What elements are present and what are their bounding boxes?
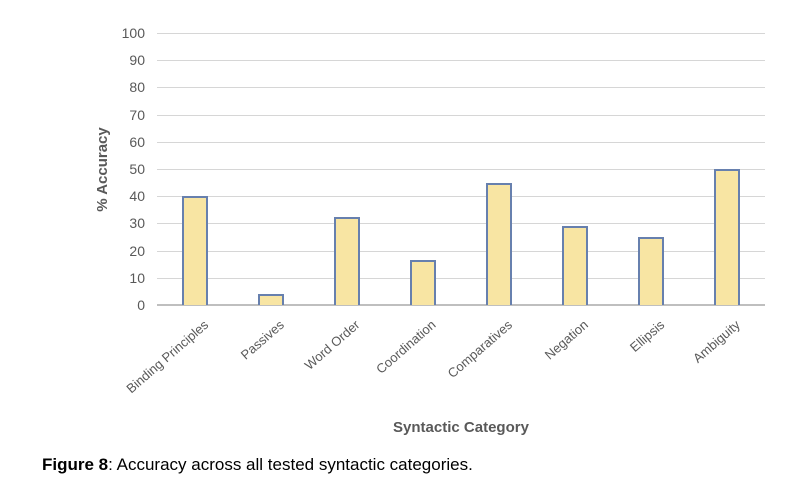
figure-caption: Figure 8: Accuracy across all tested syn… [42,454,473,475]
gridline-80 [157,87,765,89]
x-category-label-ellipsis: Ellipsis [626,317,667,355]
y-tick-label-0: 0 [137,297,145,313]
gridline-10 [157,277,765,279]
y-tick-label-30: 30 [129,215,145,232]
y-tick-label-60: 60 [129,133,145,150]
y-tick-label-80: 80 [129,79,145,96]
y-tick-label-40: 40 [129,188,145,205]
y-tick-label-100: 100 [121,25,145,41]
bar-ellipsis [638,237,664,305]
gridline-20 [157,250,765,252]
x-axis-line [157,304,765,306]
figure-caption-text: : Accuracy across all tested syntactic c… [108,455,473,474]
x-category-label-word-order: Word Order [301,317,363,373]
gridline-40 [157,196,765,198]
bar-ambiguity [714,169,740,305]
figure-caption-label: Figure 8 [42,455,109,474]
x-axis-title: Syntactic Category [393,419,529,436]
y-tick-label-50: 50 [129,161,145,177]
x-category-label-negation: Negation [541,317,591,363]
x-category-label-comparatives: Comparatives [444,317,515,381]
x-axis-category-labels: Binding Principles Passives Word Order Coor… [123,317,765,417]
y-tick-label-70: 70 [129,106,145,123]
x-category-label-passives: Passives [237,317,287,363]
bar-comparatives [486,183,512,305]
gridline-70 [157,114,765,116]
bar-coordination [410,260,436,305]
gridline-30 [157,223,765,225]
gridline-90 [157,60,765,62]
y-tick-label-90: 90 [129,52,145,69]
x-category-label-binding-principles: Binding Principles [123,317,211,397]
gridline-100 [157,33,765,34]
gridline-60 [157,141,765,143]
bar-negation [562,226,588,305]
gridline-50 [157,169,765,170]
y-tick-label-20: 20 [129,242,145,259]
y-axis-tick-labels: 0 10 20 30 40 50 60 70 80 90 100 [0,25,145,313]
plot-area [157,33,765,306]
bar-word-order [334,217,360,305]
x-category-label-ambiguity: Ambiguity [689,317,743,366]
bar-binding-principles [182,196,208,305]
y-tick-label-10: 10 [129,269,145,286]
x-category-label-coordination: Coordination [373,317,439,377]
bar-passives [258,294,284,305]
